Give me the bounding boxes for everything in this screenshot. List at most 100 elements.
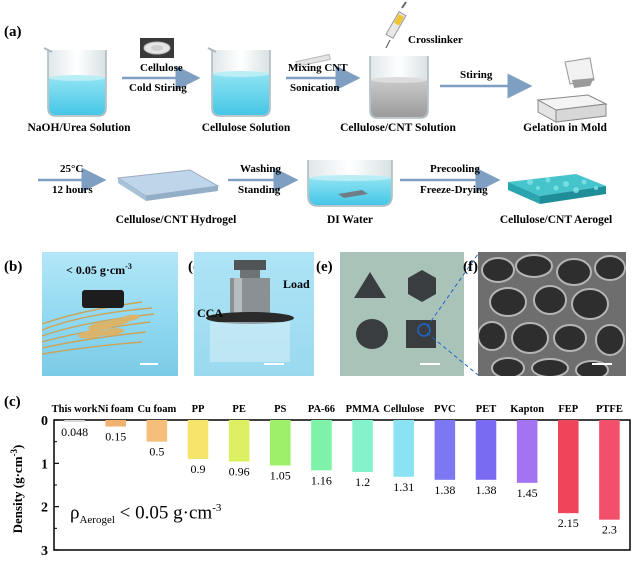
value-label: 2.15 <box>558 516 579 530</box>
panel-f-letter: (f) <box>463 259 478 275</box>
bar-pmma <box>352 420 373 472</box>
category-label: This work <box>52 404 98 415</box>
category-label: FEP <box>558 404 578 415</box>
panel-b-density-exp: -3 <box>125 262 132 271</box>
value-label: 1.45 <box>517 486 538 500</box>
y-axis-label-exp: -3 <box>9 448 19 456</box>
panel-f-sem-image <box>478 252 626 376</box>
beaker-cellulose-icon <box>207 47 271 117</box>
bar-this-work <box>64 420 85 423</box>
syringe-label: Crosslinker <box>408 34 463 46</box>
category-label: PS <box>274 404 286 415</box>
panel-d-photo <box>194 252 314 376</box>
annotation-sub: Aerogel <box>79 514 115 527</box>
bar-kapton <box>516 420 538 483</box>
value-label: 0.15 <box>105 430 126 444</box>
arrow-2-top: Mixing CNT <box>288 62 348 74</box>
stage-cnt-solution: Cellulose/CNT Solution <box>340 122 456 134</box>
syringe-icon <box>385 1 407 49</box>
bar-ni-foam <box>105 420 126 427</box>
y-tick-label: 1 <box>41 457 48 472</box>
bar-pe <box>228 420 250 462</box>
y-axis-label-close: ) <box>10 445 25 449</box>
bar-pp <box>187 420 209 459</box>
value-label: 1.38 <box>434 483 455 497</box>
category-label: Kapton <box>510 404 544 415</box>
beaker-naoh-icon <box>43 47 107 117</box>
stage-naoh: NaOH/Urea Solution <box>27 122 131 134</box>
value-label: 0.9 <box>191 462 206 476</box>
value-label: 1.2 <box>355 475 370 489</box>
category-label: Ni foam <box>98 404 134 415</box>
panel-e-letter: (e) <box>316 259 333 275</box>
value-label: 1.16 <box>311 473 332 487</box>
value-label: 0.5 <box>149 445 164 459</box>
y-tick-label: 2 <box>41 501 48 516</box>
arrow-2-bottom: Sonication <box>290 82 340 94</box>
category-label: PE <box>232 404 245 415</box>
bar-pa-66 <box>311 420 332 471</box>
value-label: 1.31 <box>393 480 414 494</box>
chart-annotation: ρAerogel < 0.05 g·cm-3 <box>70 502 221 526</box>
chart-frame <box>53 419 631 551</box>
value-label: 1.38 <box>476 483 497 497</box>
panel-d-load-label: Load <box>283 277 310 291</box>
cellulose-dish-icon <box>140 38 174 58</box>
value-label: 0.048 <box>61 425 88 439</box>
arrow-5-top: Washing <box>240 163 281 175</box>
y-tick-label: 3 <box>41 544 48 559</box>
annotation-exp: -3 <box>212 502 222 514</box>
panel-e-photo <box>340 252 464 376</box>
annotation-rho: ρ <box>70 502 80 524</box>
category-label: PP <box>192 404 205 415</box>
bar-fep <box>558 420 579 514</box>
y-axis-label: Density (g·cm-3) <box>9 445 25 534</box>
zoom-lines <box>426 253 479 376</box>
value-label: 2.3 <box>602 523 617 537</box>
arrow-4-bottom: 12 hours <box>52 184 93 196</box>
bar-pvc <box>434 420 456 480</box>
arrow-1-top: Cellulose <box>140 62 183 74</box>
value-label: 1.05 <box>270 469 291 483</box>
arrow-6-bottom: Freeze-Drying <box>420 184 488 196</box>
arrow-1-bottom: Cold Stiring <box>129 82 187 94</box>
hydrogel-sheet-icon <box>116 169 220 201</box>
panel-b-letter: (b) <box>4 259 23 275</box>
mold-icon <box>536 57 608 123</box>
panel-b-density-label: < 0.05 g·cm-3 <box>66 262 132 278</box>
stage-gelation: Gelation in Mold <box>523 122 607 134</box>
di-water-beaker-icon <box>307 160 393 207</box>
bar-ptfe <box>599 420 620 520</box>
panel-a-letter: (a) <box>4 24 22 40</box>
panel-d-cca-label: CCA <box>197 306 223 320</box>
stage-aerogel: Cellulose/CNT Aerogel <box>499 214 613 226</box>
panel-c-letter: (c) <box>4 394 21 410</box>
annotation-rest: < 0.05 g·cm <box>114 502 213 524</box>
density-chart: 0 1 2 3 Density (g·cm-3) This work 0.048 Ni foa… <box>9 404 631 559</box>
panel-b-density-text: < 0.05 g·cm <box>66 263 126 277</box>
bar-pet <box>475 420 497 480</box>
category-label: Cellulose <box>383 404 424 415</box>
value-label: 0.96 <box>229 465 250 479</box>
bar-cu-foam <box>146 420 168 442</box>
category-label: PTFE <box>596 404 623 415</box>
category-label: PMMA <box>346 404 380 415</box>
category-label: Cu foam <box>137 404 176 415</box>
bar-ps <box>270 420 291 466</box>
stage-hydrogel: Cellulose/CNT Hydrogel <box>115 214 237 226</box>
category-label: PVC <box>434 404 456 415</box>
arrow-5-bottom: Standing <box>238 184 281 196</box>
beaker-cnt-icon <box>369 56 429 119</box>
bar-cellulose <box>393 420 414 477</box>
stage-di-water: DI Water <box>326 214 374 226</box>
y-tick-label: 0 <box>41 414 48 429</box>
stage-cellulose-solution: Cellulose Solution <box>201 122 291 134</box>
panel-a-graphics <box>38 1 608 207</box>
category-label: PET <box>476 404 496 415</box>
aerogel-block-icon <box>508 174 606 204</box>
arrow-4-top: 25°C <box>60 163 84 175</box>
panel-b-photo <box>42 252 178 376</box>
cnt-rod-icon <box>295 53 331 68</box>
category-label: PA-66 <box>308 404 335 415</box>
arrow-6-top: Precooling <box>430 163 480 175</box>
